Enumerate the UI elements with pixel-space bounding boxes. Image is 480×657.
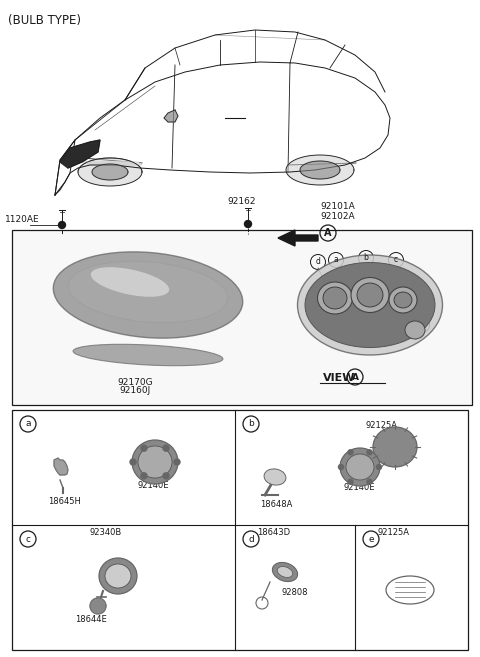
Text: 92140E: 92140E [343,483,374,492]
Ellipse shape [99,558,137,594]
Bar [12,410,468,650]
Polygon shape [286,155,354,185]
Ellipse shape [273,562,298,581]
Ellipse shape [298,255,443,355]
Text: 92140E: 92140E [138,481,169,490]
Text: a: a [25,420,31,428]
Text: b: b [248,420,254,428]
Ellipse shape [91,267,169,297]
Circle shape [338,464,344,470]
Ellipse shape [340,448,380,486]
Circle shape [174,459,180,465]
Polygon shape [78,158,142,186]
Ellipse shape [405,321,425,339]
Ellipse shape [277,566,293,578]
Text: a: a [334,256,338,265]
Text: VIEW: VIEW [323,373,356,383]
Text: d: d [248,535,254,543]
Text: 18648A: 18648A [260,500,292,509]
Polygon shape [81,155,142,165]
Circle shape [348,479,353,484]
Polygon shape [60,140,100,168]
Ellipse shape [317,282,352,314]
Ellipse shape [53,252,243,338]
Ellipse shape [68,261,228,323]
Circle shape [244,221,252,227]
Ellipse shape [394,292,412,308]
Ellipse shape [264,469,286,485]
Text: A: A [351,373,359,382]
Ellipse shape [389,287,417,313]
Circle shape [90,598,106,614]
Text: A: A [324,228,332,238]
Text: e: e [368,535,374,543]
Circle shape [163,473,169,479]
Ellipse shape [351,277,389,313]
Ellipse shape [357,283,383,307]
Ellipse shape [73,344,223,366]
Circle shape [163,445,169,451]
Text: 1120AE: 1120AE [5,215,40,224]
Circle shape [141,473,147,479]
Text: e: e [420,321,424,330]
Circle shape [141,445,147,451]
Ellipse shape [346,454,374,480]
Ellipse shape [105,564,131,588]
Circle shape [376,464,382,470]
Text: 92160J: 92160J [120,386,151,395]
Ellipse shape [373,427,417,467]
Ellipse shape [386,576,434,604]
Text: 92170G: 92170G [117,378,153,387]
Text: 92101A
92102A: 92101A 92102A [320,202,355,221]
Ellipse shape [323,287,347,309]
Text: d: d [315,258,321,267]
Text: 92125A: 92125A [365,421,397,430]
Text: 92162: 92162 [227,197,255,206]
Text: 18645H: 18645H [48,497,81,506]
Text: 92125A: 92125A [378,528,410,537]
Text: b: b [363,254,369,263]
Bar [12,230,472,405]
Text: 92808: 92808 [282,588,309,597]
Circle shape [130,459,136,465]
Circle shape [59,221,65,229]
Circle shape [367,450,372,455]
Text: (BULB TYPE): (BULB TYPE) [8,14,81,27]
Polygon shape [92,164,128,180]
Polygon shape [278,230,318,246]
Ellipse shape [132,440,178,484]
Ellipse shape [138,446,172,478]
Text: 18644E: 18644E [75,615,107,624]
Circle shape [348,450,353,455]
Text: c: c [25,535,31,543]
Text: c: c [394,256,398,265]
Circle shape [367,479,372,484]
Ellipse shape [305,263,435,348]
Text: 18643D: 18643D [257,528,290,537]
Polygon shape [300,161,340,179]
Polygon shape [54,458,68,475]
Polygon shape [164,110,178,122]
Text: 92340B: 92340B [90,528,122,537]
